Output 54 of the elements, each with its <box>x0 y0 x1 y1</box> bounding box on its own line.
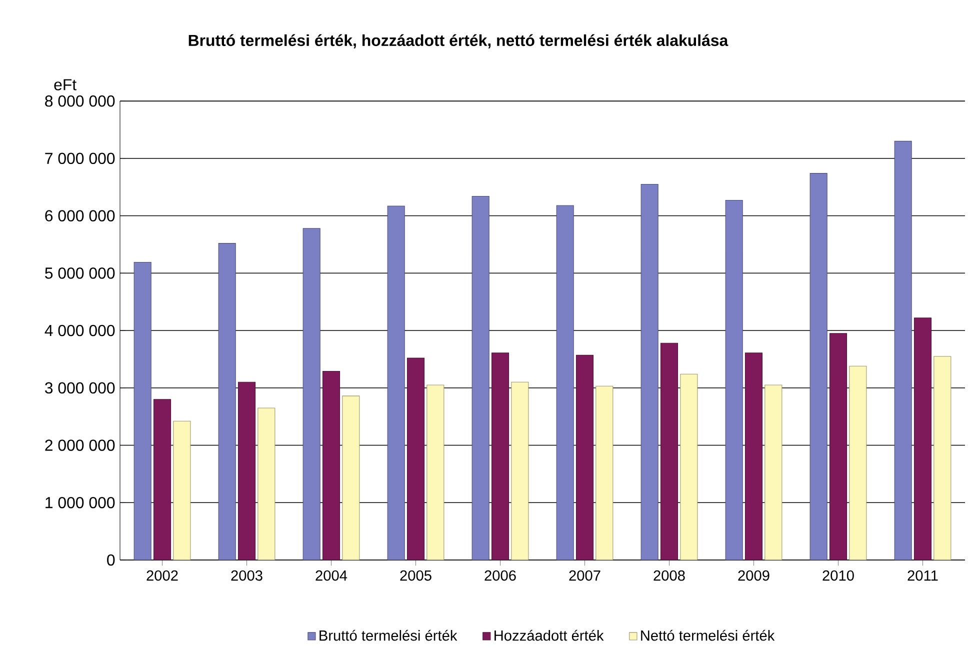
bar <box>153 399 172 560</box>
x-tick-label: 2011 <box>908 570 938 581</box>
x-tick-label: 2004 <box>316 570 348 581</box>
bar <box>511 382 529 560</box>
legend-label: Bruttó termelési érték <box>320 630 458 641</box>
bar <box>744 352 763 560</box>
x-tick-label: 2002 <box>146 570 178 581</box>
bar <box>596 386 614 560</box>
bar <box>810 173 828 560</box>
bar <box>322 370 340 560</box>
bar <box>472 196 490 560</box>
bar <box>576 354 594 560</box>
x-tick-label: 2006 <box>484 570 516 581</box>
bar <box>302 228 320 560</box>
x-tick-label: 2010 <box>822 570 854 581</box>
y-tick-label: 5 000 000 <box>45 268 115 279</box>
bar <box>238 382 256 560</box>
y-tick-label: 7 000 000 <box>45 152 115 164</box>
bar <box>406 358 425 560</box>
bar <box>218 243 236 560</box>
x-tick-label: 2005 <box>400 570 432 581</box>
bar <box>173 420 191 560</box>
bar <box>680 374 698 560</box>
chart-title: Bruttó termelési érték, hozzáadott érték, nettó termelési érték alakulása <box>188 34 728 48</box>
bar <box>491 352 510 560</box>
legend-label: Nettó termelési érték <box>641 630 775 641</box>
bar <box>829 333 848 560</box>
y-axis-title: eFt <box>54 79 76 90</box>
x-tick-label: 2003 <box>231 570 262 581</box>
bar <box>725 200 743 560</box>
bar <box>426 384 444 560</box>
x-tick-label: 2007 <box>569 570 600 581</box>
bar <box>914 318 932 560</box>
bar <box>387 206 405 560</box>
y-tick-label: 3 000 000 <box>45 382 115 394</box>
y-tick-label: 2 000 000 <box>45 440 115 451</box>
bar <box>849 366 867 560</box>
bar <box>258 408 276 560</box>
bar <box>934 356 952 560</box>
bar <box>894 140 912 560</box>
y-tick-label: 1 000 000 <box>46 496 115 508</box>
y-tick-label: 6 000 000 <box>45 210 115 222</box>
bar <box>134 262 152 560</box>
y-tick-label: 4 000 000 <box>44 324 115 336</box>
bar <box>342 396 360 560</box>
x-tick-label: 2009 <box>738 570 770 581</box>
legend-label: Hozzáadott érték <box>494 630 604 641</box>
bar <box>660 342 678 560</box>
y-tick-label: 0 <box>107 554 115 566</box>
bar <box>556 205 574 560</box>
bar <box>764 384 782 560</box>
bar <box>640 184 658 560</box>
x-tick-label: 2008 <box>654 570 685 581</box>
y-tick-label: 8 000 000 <box>45 95 115 107</box>
